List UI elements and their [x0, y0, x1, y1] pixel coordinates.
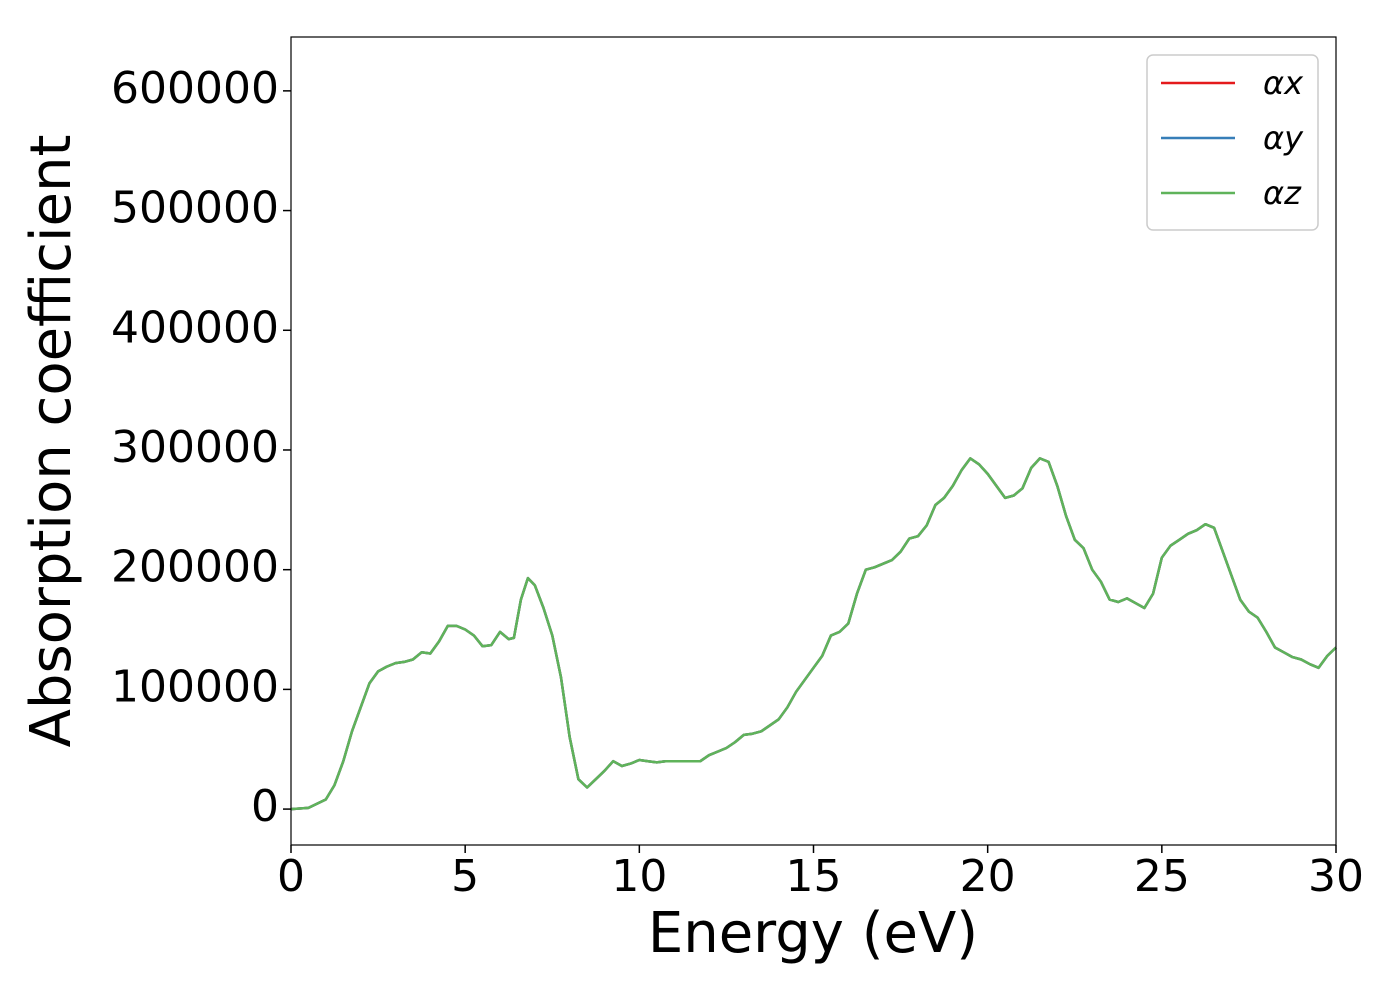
y-tick-label: 400000 [111, 302, 279, 353]
legend-box [1146, 54, 1319, 231]
y-tick-label: 300000 [111, 422, 279, 473]
x-axis-label: Energy (eV) [648, 901, 978, 966]
line [290, 457, 1337, 811]
line [290, 457, 1337, 811]
y-tick-label: 600000 [111, 63, 279, 114]
y-tick-label: 100000 [111, 661, 279, 712]
x-tick-label: 0 [277, 851, 305, 902]
legend-label: αy [1263, 119, 1304, 157]
legend-label: αz [1263, 174, 1302, 212]
plot-frame [290, 36, 1337, 846]
y-tick-label: 200000 [111, 542, 279, 593]
y-axis-label: Absorption coefficient [19, 135, 84, 748]
x-tick-label: 5 [451, 851, 479, 902]
line [290, 457, 1337, 811]
x-tick-label: 25 [1134, 851, 1190, 902]
x-tick-label: 15 [786, 851, 842, 902]
x-tick-label: 30 [1308, 851, 1364, 902]
y-tick-label: 500000 [111, 183, 279, 234]
y-tick-label: 0 [251, 781, 279, 832]
legend-label: αx [1263, 64, 1304, 102]
x-tick-label: 10 [611, 851, 667, 902]
x-tick-label: 20 [960, 851, 1016, 902]
